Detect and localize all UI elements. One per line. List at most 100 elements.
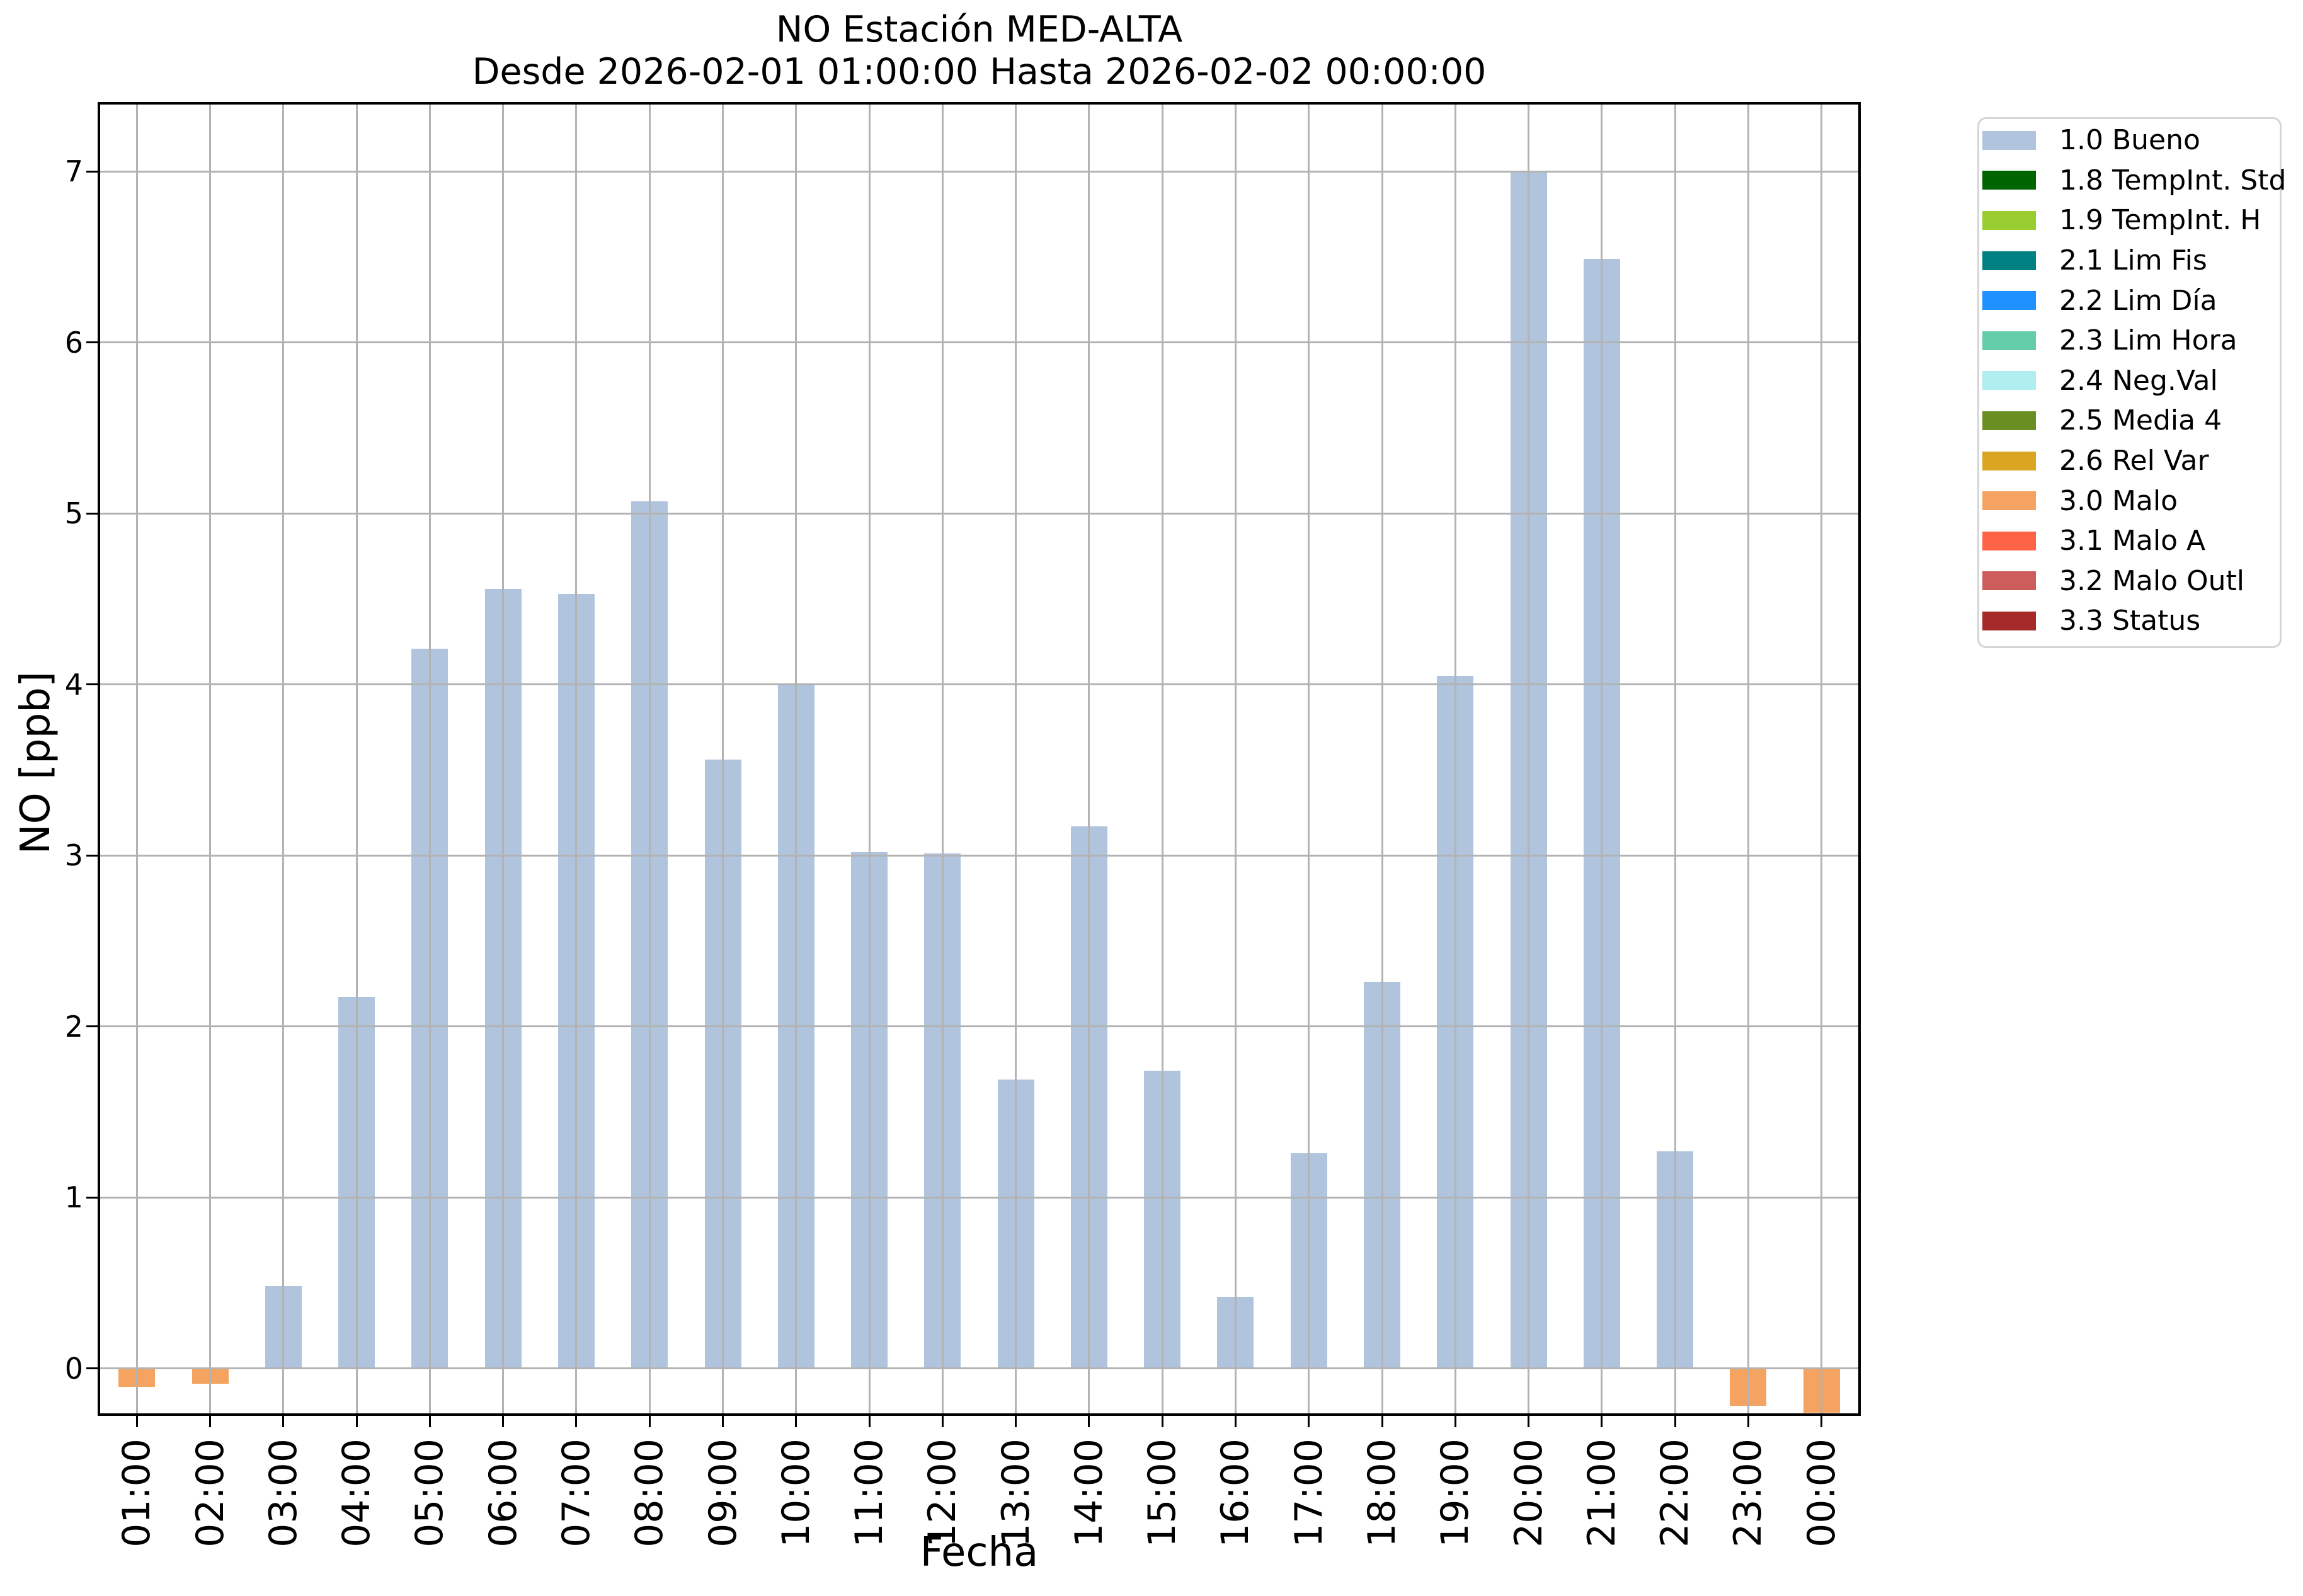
- gridline-x: [1747, 105, 1749, 1413]
- legend-swatch: [1982, 611, 2036, 630]
- gridline-x: [1234, 105, 1237, 1413]
- gridline-y: [100, 341, 1858, 344]
- x-tick-label: 18:00: [1360, 1439, 1405, 1548]
- x-tick-mark: [1454, 1416, 1456, 1427]
- x-tick-mark: [575, 1416, 578, 1427]
- legend-item: 2.2 Lim Día: [1980, 280, 2280, 321]
- y-tick-mark: [86, 1025, 98, 1028]
- x-tick-mark: [1747, 1416, 1749, 1427]
- y-tick-mark: [86, 170, 98, 173]
- x-tick-mark: [868, 1416, 871, 1427]
- x-tick-label: 13:00: [993, 1439, 1038, 1548]
- gridline-x: [1308, 105, 1310, 1413]
- x-tick-label: 16:00: [1213, 1439, 1258, 1548]
- legend-item: 1.8 TempInt. Std: [1980, 161, 2286, 201]
- gridline-x: [428, 105, 431, 1413]
- y-tick-mark: [86, 854, 98, 857]
- legend-item: 2.3 Lim Hora: [1980, 321, 2280, 361]
- legend-swatch: [1982, 451, 2036, 470]
- gridline-y: [100, 1367, 1858, 1370]
- gridline-y: [100, 683, 1858, 686]
- x-tick-label: 00:00: [1799, 1439, 1844, 1548]
- x-tick-label: 19:00: [1433, 1439, 1478, 1548]
- x-tick-label: 03:00: [261, 1439, 306, 1548]
- x-tick-label: 22:00: [1653, 1439, 1698, 1548]
- x-tick-label: 20:00: [1506, 1439, 1551, 1548]
- y-tick-label: 7: [64, 154, 83, 189]
- legend-item: 2.1 Lim Fis: [1980, 241, 2280, 281]
- legend-label: 3.3 Status: [2059, 605, 2201, 637]
- legend-item: 3.2 Malo Outl: [1980, 561, 2280, 601]
- gridline-x: [1161, 105, 1163, 1413]
- x-tick-mark: [722, 1416, 724, 1427]
- gridline-y: [100, 854, 1858, 857]
- gridline-y: [100, 512, 1858, 515]
- x-tick-mark: [209, 1416, 212, 1427]
- x-tick-mark: [648, 1416, 651, 1427]
- gridline-x: [941, 105, 944, 1413]
- gridline-x: [1528, 105, 1530, 1413]
- gridline-y: [100, 170, 1858, 173]
- x-tick-mark: [1381, 1416, 1383, 1427]
- x-tick-label: 07:00: [554, 1439, 598, 1548]
- y-tick-label: 2: [64, 1009, 83, 1044]
- gridline-y: [100, 1025, 1858, 1028]
- x-tick-label: 01:00: [115, 1439, 159, 1548]
- x-tick-label: 15:00: [1140, 1439, 1185, 1548]
- legend-item: 2.4 Neg.Val: [1980, 361, 2280, 401]
- gridline-x: [868, 105, 871, 1413]
- gridline-x: [1820, 105, 1823, 1413]
- y-tick-mark: [86, 341, 98, 344]
- gridline-x: [1454, 105, 1456, 1413]
- chart-title: NO Estación MED-ALTA Desde 2026-02-01 01…: [100, 9, 1858, 93]
- y-tick-mark: [86, 512, 98, 515]
- legend-swatch: [1982, 571, 2036, 591]
- legend-item: 1.9 TempInt. H: [1980, 200, 2280, 241]
- x-tick-mark: [355, 1416, 358, 1427]
- legend-item: 3.0 Malo: [1980, 481, 2280, 521]
- legend-label: 1.9 TempInt. H: [2059, 204, 2261, 237]
- legend-item: 3.3 Status: [1980, 601, 2280, 641]
- x-tick-label: 14:00: [1066, 1439, 1111, 1548]
- legend-label: 2.5 Media 4: [2059, 404, 2222, 437]
- chart-title-line2: Desde 2026-02-01 01:00:00 Hasta 2026-02-…: [472, 51, 1487, 93]
- legend-swatch: [1982, 331, 2036, 350]
- legend-swatch: [1982, 411, 2036, 430]
- y-tick-mark: [86, 1367, 98, 1370]
- legend-item: 2.5 Media 4: [1980, 401, 2280, 441]
- x-tick-mark: [1088, 1416, 1090, 1427]
- legend-swatch: [1982, 251, 2036, 270]
- legend: 1.0 Bueno 1.8 TempInt. Std 1.9 TempInt. H 2…: [1977, 117, 2286, 648]
- y-tick-mark: [86, 683, 98, 686]
- x-tick-label: 05:00: [408, 1439, 452, 1548]
- chart-title-line1: NO Estación MED-ALTA: [775, 9, 1183, 50]
- x-tick-mark: [1308, 1416, 1310, 1427]
- x-tick-label: 09:00: [700, 1439, 745, 1548]
- x-tick-mark: [135, 1416, 138, 1427]
- x-tick-label: 04:00: [334, 1439, 379, 1548]
- x-tick-mark: [502, 1416, 505, 1427]
- legend-swatch: [1982, 291, 2036, 311]
- legend-swatch: [1982, 130, 2036, 150]
- legend-item: 1.0 Bueno: [1980, 120, 2280, 161]
- legend-swatch: [1982, 491, 2036, 511]
- x-tick-label: 11:00: [847, 1439, 892, 1548]
- legend-label: 2.3 Lim Hora: [2059, 324, 2237, 357]
- legend-swatch: [1982, 210, 2036, 230]
- gridline-x: [135, 105, 138, 1413]
- legend-swatch: [1982, 171, 2036, 190]
- x-tick-mark: [1674, 1416, 1676, 1427]
- legend-item: 2.6 Rel Var: [1980, 441, 2280, 481]
- gridline-x: [1601, 105, 1603, 1413]
- legend-swatch: [1982, 531, 2036, 550]
- x-tick-mark: [795, 1416, 797, 1427]
- legend-label: 1.8 TempInt. Std: [2059, 164, 2287, 197]
- gridline-x: [1088, 105, 1090, 1413]
- x-tick-label: 17:00: [1286, 1439, 1331, 1548]
- x-tick-mark: [282, 1416, 285, 1427]
- legend-label: 2.4 Neg.Val: [2059, 364, 2218, 397]
- gridline-x: [648, 105, 651, 1413]
- legend-label: 3.1 Malo A: [2059, 525, 2206, 557]
- y-tick-label: 4: [64, 667, 83, 702]
